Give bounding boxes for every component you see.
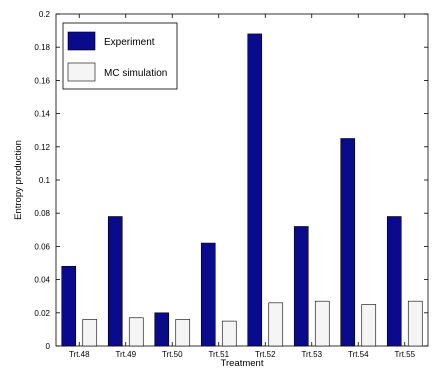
- legend-swatch-experiment: [67, 31, 96, 51]
- bar-experiment-trt51: [200, 242, 216, 347]
- bar-mc-simulation-trt51: [221, 320, 237, 347]
- x-tick-label: Trt.48: [69, 350, 90, 359]
- bar-experiment-trt50: [154, 312, 170, 347]
- x-tick-label: Trt.53: [301, 350, 322, 359]
- x-axis-label: Treatment: [221, 358, 264, 368]
- y-tick-label: 0.18: [34, 43, 50, 52]
- legend: Experiment MC simulation: [62, 22, 178, 90]
- x-axis-ticks: Trt.48 Trt.49 Trt.50 Trt.51 Trt.52 Trt.53 Trt.…: [69, 14, 416, 359]
- bar-mc-simulation-trt54: [361, 304, 377, 347]
- y-tick-label: 0.16: [34, 76, 50, 85]
- y-tick-label: 0.02: [34, 309, 50, 318]
- bar-experiment-trt52: [247, 33, 263, 347]
- y-tick-label: 0.2: [39, 10, 51, 19]
- bar-mc-simulation-trt55: [407, 300, 423, 347]
- x-tick-label: Trt.50: [162, 350, 183, 359]
- y-tick-label: 0.14: [34, 110, 50, 119]
- bar-experiment-trt49: [107, 216, 123, 347]
- y-axis-ticks: 0 0.02 0.04 0.06 0.08 0.1 0.12 0.14 0.16 0.18 0.2: [34, 10, 428, 351]
- bar-experiment-trt53: [293, 226, 309, 347]
- bar-mc-simulation-trt50: [175, 319, 191, 347]
- bar-experiment-trt55: [386, 216, 402, 347]
- y-tick-label: 0: [46, 342, 51, 351]
- x-tick-label: Trt.52: [255, 350, 276, 359]
- y-tick-label: 0.04: [34, 276, 50, 285]
- bar-mc-simulation-trt49: [128, 317, 144, 347]
- y-axis-label: Entropy production: [13, 140, 24, 220]
- bar-mc-simulation-trt52: [268, 302, 284, 347]
- x-tick-label: Trt.54: [348, 350, 369, 359]
- y-tick-label: 0.1: [39, 176, 51, 185]
- x-tick-label: Trt.51: [208, 350, 229, 359]
- bar-experiment-trt54: [340, 138, 356, 347]
- y-tick-label: 0.06: [34, 242, 50, 251]
- y-tick-label: 0.12: [34, 143, 50, 152]
- legend-label-mc-simulation: MC simulation: [104, 68, 167, 79]
- legend-swatch-mc-simulation: [67, 62, 96, 82]
- y-tick-label: 0.08: [34, 209, 50, 218]
- bar-mc-simulation-trt48: [82, 319, 98, 347]
- x-tick-label: Trt.49: [115, 350, 136, 359]
- bar-mc-simulation-trt53: [314, 300, 330, 347]
- x-tick-label: Trt.55: [394, 350, 415, 359]
- bar-experiment-trt48: [61, 266, 77, 347]
- bars-group: [61, 33, 423, 347]
- legend-label-experiment: Experiment: [104, 37, 155, 48]
